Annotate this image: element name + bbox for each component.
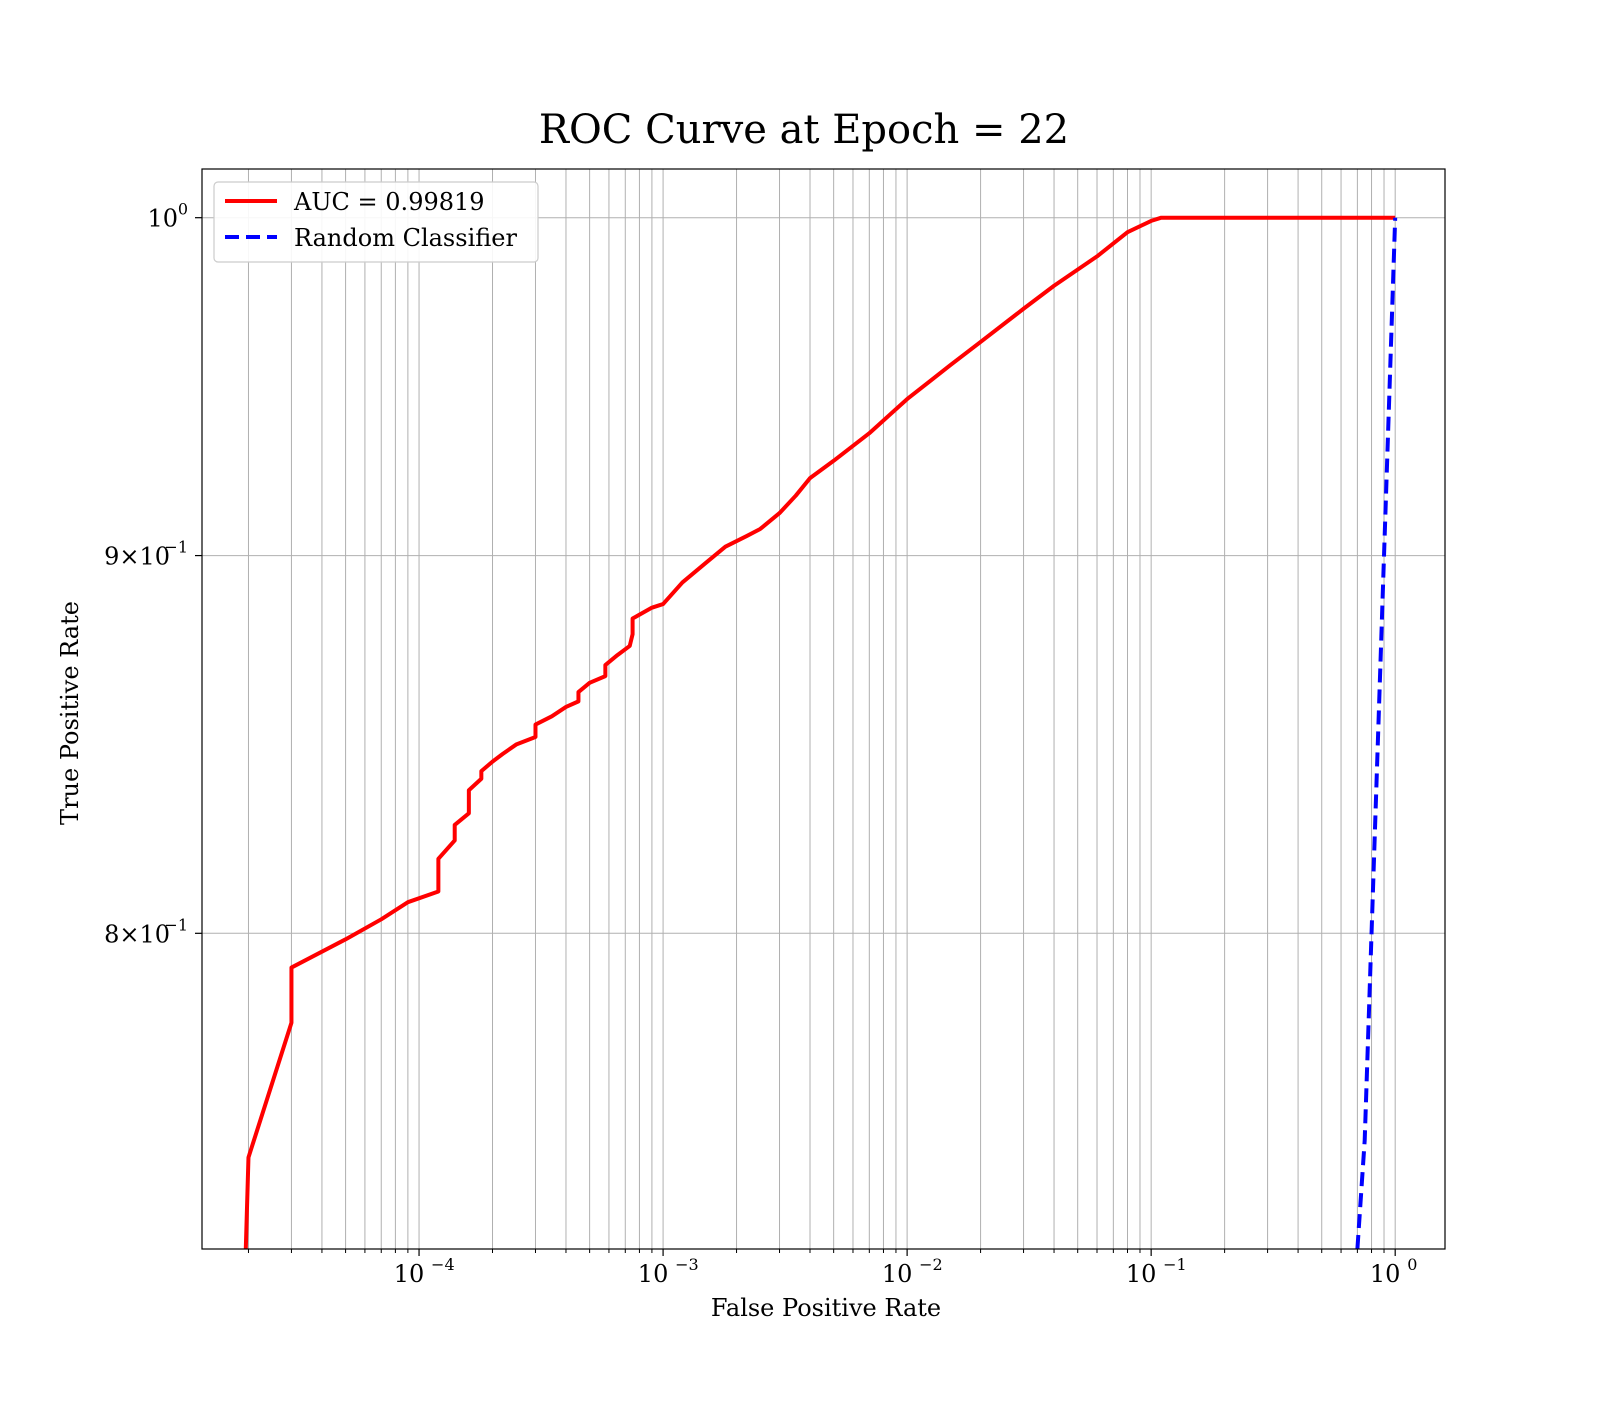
x-tick-label-exponent: −1 bbox=[1163, 1255, 1187, 1274]
x-tick-label-exponent: −4 bbox=[431, 1255, 455, 1274]
random-classifier-line bbox=[1355, 217, 1398, 1249]
y-tick-label-exponent: −1 bbox=[164, 915, 188, 934]
y-tick-label: 10 bbox=[147, 205, 178, 233]
x-tick-label-exponent: −2 bbox=[919, 1255, 943, 1274]
x-axis-label: False Positive Rate bbox=[711, 1294, 941, 1322]
x-tick-label: 10 bbox=[394, 1260, 425, 1288]
y-tick-label: 8×10 bbox=[104, 920, 170, 948]
y-tick-label-exponent: −1 bbox=[164, 538, 188, 557]
x-tick-label: 10 bbox=[882, 1260, 913, 1288]
x-tick-label-exponent: −3 bbox=[675, 1255, 699, 1274]
x-tick-label: 10 bbox=[1126, 1260, 1157, 1288]
y-tick-label: 9×10 bbox=[104, 543, 170, 571]
y-tick-label-exponent: 0 bbox=[178, 200, 188, 219]
plot-frame bbox=[201, 168, 1446, 1250]
data-series bbox=[243, 215, 1398, 1249]
grid-lines bbox=[202, 169, 1445, 1249]
chart-title: ROC Curve at Epoch = 22 bbox=[539, 107, 1069, 153]
legend: AUC = 0.99819 Random Classifier bbox=[213, 181, 539, 263]
legend-frame bbox=[213, 181, 539, 263]
x-tick-label: 10 bbox=[638, 1260, 669, 1288]
x-tick-label-exponent: 0 bbox=[1407, 1255, 1417, 1274]
y-axis-label: True Positive Rate bbox=[56, 601, 84, 825]
legend-label-random: Random Classifier bbox=[294, 224, 517, 252]
legend-label-auc: AUC = 0.99819 bbox=[293, 188, 485, 216]
x-tick-label: 10 bbox=[1370, 1260, 1401, 1288]
roc-curve-line bbox=[243, 215, 1396, 1249]
